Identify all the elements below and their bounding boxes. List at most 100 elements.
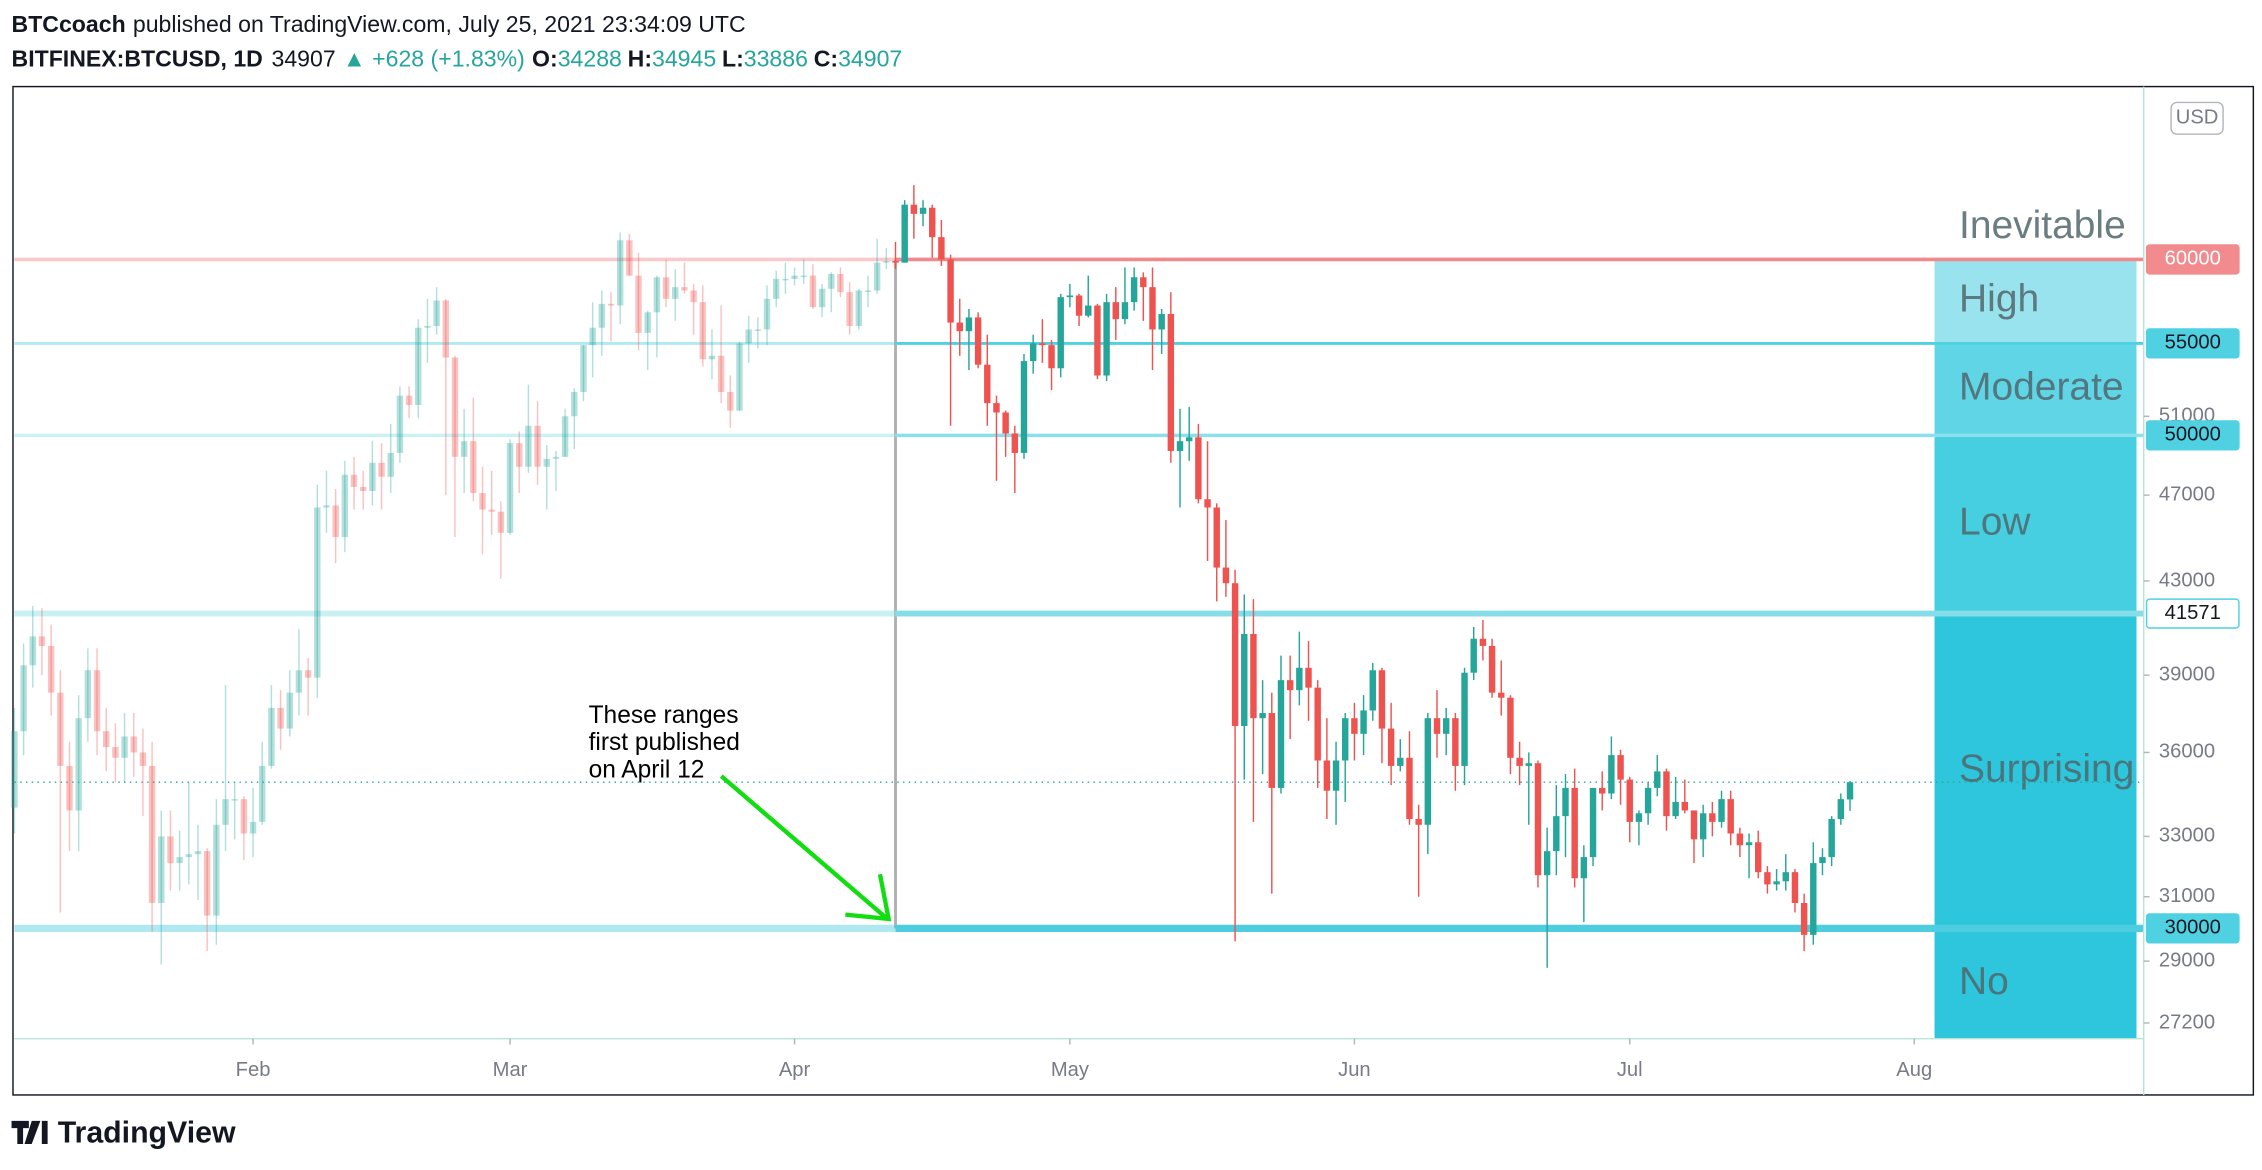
ohlc-label: O: [532,45,558,71]
candle-body [139,752,147,766]
candle-body [727,391,734,411]
candle-body [635,275,642,333]
candle-body [1452,718,1459,766]
candle-body [396,395,404,453]
candle-body [148,765,156,903]
y-tick-label: 29000 [2159,949,2215,971]
candle-body [837,274,844,293]
candle-body [873,262,881,291]
candle-body [1644,787,1652,814]
candle-body [176,857,183,864]
candle-body [460,441,468,457]
zone-label: No [1959,960,2009,1003]
candle-body [1094,305,1101,376]
candle-body [1681,801,1689,811]
x-tick-label: Feb [236,1059,271,1081]
candle-body [1277,680,1285,788]
candle-body [11,731,18,808]
candle-body [1204,499,1211,508]
candle-body [75,718,82,811]
candle-body [203,851,211,916]
candle-body [1663,771,1670,817]
candle-body [1369,670,1376,711]
candle-body [1626,779,1633,822]
candle-body [1442,718,1450,734]
candle-body [1112,302,1119,320]
candle-body [1507,697,1514,758]
candle-body [1608,755,1615,794]
logo-icon [11,1120,48,1145]
candle-body [1534,763,1542,876]
header-line-1: BTCcoach published on TradingView.com, Ju… [12,11,746,37]
published: published on TradingView.com, July 25, 2… [133,11,746,37]
y-tick-label: 36000 [2159,741,2215,763]
candle-body [167,836,174,864]
candle-body [1709,813,1716,822]
candle-body [662,277,670,299]
candle-body [516,443,523,467]
candle-body [1387,728,1395,766]
candle-body [1654,771,1661,788]
candle-body [185,854,193,858]
annotation-arrow [719,774,888,920]
candle-body [589,327,596,346]
candle-body [387,452,394,477]
candle-body [791,275,798,279]
y-tick-label: 43000 [2159,569,2215,591]
candle-body [580,345,587,392]
candle-body [607,303,615,306]
candle-body [1461,672,1468,766]
candle-body [772,278,780,299]
ohlc-value: 34907 [838,45,902,71]
annotation-text: These ranges [589,702,739,729]
annotation-text: on April 12 [589,757,705,784]
candle-body [708,355,716,360]
candle-body [57,692,64,766]
candle-body [1773,881,1780,885]
candle-body [1672,801,1679,817]
x-tick-label: Jul [1617,1059,1643,1081]
candle-body [38,636,46,646]
candle-body [1433,718,1441,734]
header-line-2: BITFINEX:BTCUSD, 1D 34907 ▲ +628 (+1.83%) O… [12,45,903,71]
y-tick-label: 47000 [2159,483,2215,505]
candle-body [1745,842,1753,846]
price-badge-label: 30000 [2165,917,2221,939]
candle-body [102,731,110,748]
candle-body [938,237,945,260]
candle-body [571,391,578,417]
candle-body [919,207,927,214]
candle-body [479,493,486,510]
candle-body [974,317,982,365]
zone-label: Low [1959,501,2031,544]
candle-body [929,207,936,238]
candle-body [1332,760,1340,791]
candle-body [1424,718,1432,825]
candle-body [506,443,514,533]
candle-body [47,645,55,693]
candle-body [1057,297,1064,369]
candle-body [1342,718,1349,761]
last-price: 34907 [272,45,336,71]
candle-body [1020,361,1028,453]
candle-body [1635,813,1643,822]
currency-badge [2170,101,2224,135]
candle-body [93,670,101,732]
candle-body [1075,295,1083,316]
candle-body [754,329,762,331]
candle-body [424,326,431,328]
candle-body [1250,634,1257,719]
candle-body [763,298,771,330]
zone [1934,343,2137,436]
candle-body [1598,787,1606,794]
candle-body [1516,757,1523,766]
x-tick-label: Apr [779,1059,811,1081]
candle-body [809,275,817,308]
candle-body [112,747,119,758]
candle-body [213,824,220,916]
candle-body [1543,851,1551,876]
candle-body [653,277,661,313]
candle-body [1479,638,1487,646]
symbol: BITFINEX:BTCUSD, 1D [12,45,263,71]
candle-body [1002,412,1009,434]
